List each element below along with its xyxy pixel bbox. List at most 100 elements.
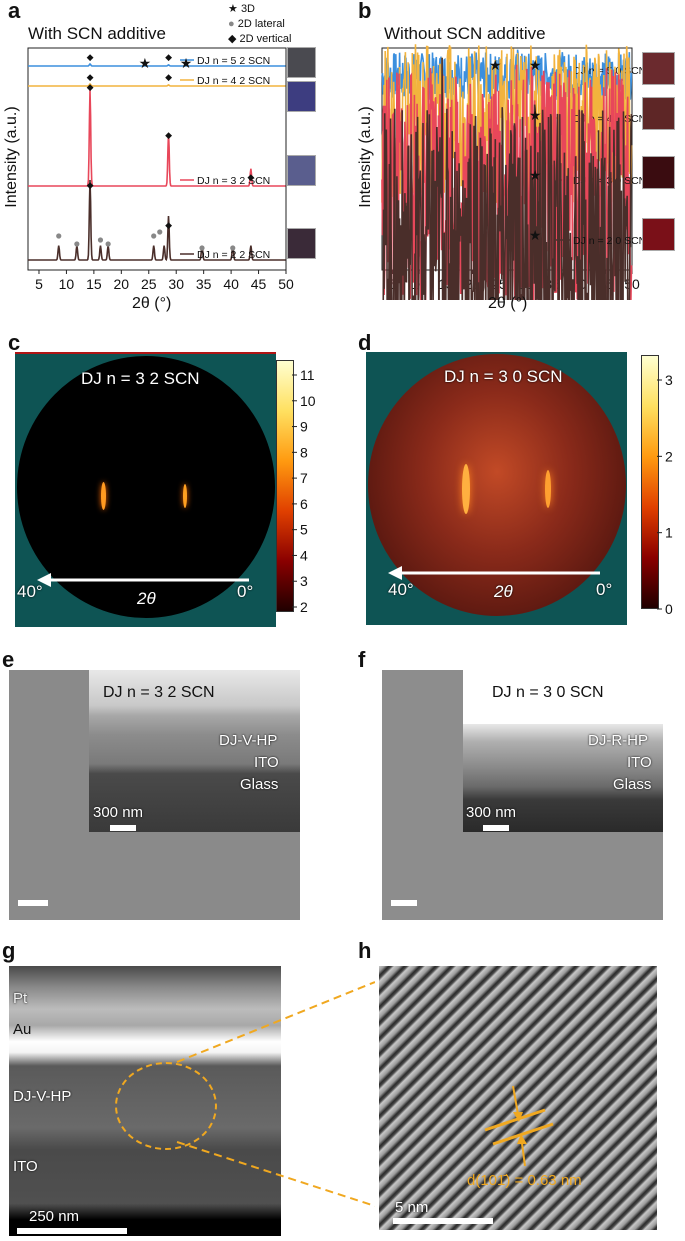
colorbar-c <box>276 360 294 612</box>
film-photo-b1 <box>642 52 675 85</box>
giwaxs-image-d: DJ n = 3 0 SCN 40° 0° 2θ <box>366 352 627 625</box>
scale-bar-h <box>393 1218 493 1224</box>
colorbar-tick-label: 2 <box>665 448 673 464</box>
panel-a-chart: 5 10 15 20 25 30 35 40 45 50 DJ n = 5 2 SCN DJ n = … <box>27 47 294 292</box>
layer-glass-f: Glass <box>613 776 652 793</box>
diffraction-spot-d2 <box>545 470 551 508</box>
star-marker: ★ <box>489 57 502 73</box>
film-photo-b3 <box>642 156 675 189</box>
legend-label: DJ n = 4 2 SCN <box>197 75 270 87</box>
colorbar-tick-label: 7 <box>300 470 308 486</box>
x-tick-label: 5 <box>389 276 397 292</box>
zoom-region-circle <box>115 1062 217 1150</box>
panel-letter-d: d <box>358 330 372 355</box>
inset-label-f: DJ n = 3 0 SCN <box>492 684 604 701</box>
panel-a-xlabel: 2θ (°) <box>132 295 172 312</box>
colorbar-c-ticks: 11 10 9 8 7 6 5 4 3 2 <box>292 367 316 615</box>
scale-bar-g <box>17 1228 127 1234</box>
legend-2d-vertical: 2D vertical <box>239 33 292 45</box>
x-tick-label: 20 <box>114 276 130 292</box>
scale-bar-e <box>18 900 48 906</box>
layer-ito-g: ITO <box>13 1158 38 1175</box>
lattice-annotation-h: d(101̄) = 0.63 nm <box>467 1172 582 1189</box>
series-line <box>28 89 286 187</box>
circle-marker <box>151 233 157 239</box>
plot-frame <box>27 47 287 271</box>
colorbar-tick-label: 8 <box>300 444 308 460</box>
colorbar-tick-label: 11 <box>300 367 315 383</box>
x-tick-label: 40 <box>223 276 239 292</box>
panel-a-legend: ★ 3D ● 2D lateral ◆ 2D vertical <box>228 2 292 47</box>
diamond-marker: ◆ <box>165 52 172 62</box>
legend-label: DJ n = 2 0 SCN <box>573 235 646 247</box>
angle-left-c: 40° <box>17 582 43 601</box>
colorbar-tick-label: 10 <box>300 393 316 409</box>
circle-marker <box>199 245 205 251</box>
x-tick-label: 45 <box>251 276 267 292</box>
layer-glass-e: Glass <box>240 776 279 793</box>
legend-3d: 3D <box>240 3 255 15</box>
diamond-marker: ◆ <box>247 172 254 182</box>
scale-bar-inset-f <box>483 825 509 831</box>
axis-2theta-d: 2θ <box>494 582 513 601</box>
panel-b-title: Without SCN additive <box>384 24 546 43</box>
legend-label: DJ n = 2 2 SCN <box>197 249 270 261</box>
film-photo-a4 <box>287 228 316 259</box>
scale-bar-f <box>391 900 417 906</box>
panel-letter-e: e <box>2 647 15 672</box>
sem-inset-f-img <box>463 724 663 832</box>
circle-marker <box>97 237 104 243</box>
diamond-marker: ◆ <box>165 130 172 140</box>
x-tick-label: 10 <box>59 276 75 292</box>
panel-b-ylabel: Intensity (a.u.) <box>357 106 374 208</box>
series-line <box>382 57 633 300</box>
film-photo-a2 <box>287 81 316 112</box>
panel-a-title: With SCN additive <box>28 24 166 43</box>
legend-label: DJ n = 5 2 SCN <box>197 55 270 67</box>
panel-letter-f: f <box>358 647 366 672</box>
colorbar-tick-label: 1 <box>665 525 673 541</box>
x-tick-label: 25 <box>141 276 157 292</box>
circle-marker <box>105 241 111 247</box>
panel-letter-a: a <box>8 0 21 23</box>
layer-djvhp-e: DJ-V-HP <box>219 732 278 749</box>
diffraction-spot-c2 <box>183 484 187 508</box>
x-tick-label: 35 <box>196 276 212 292</box>
layer-pt-g: Pt <box>13 990 28 1007</box>
colorbar-tick-label: 9 <box>300 419 308 435</box>
panel-b-xlabel: 2θ (°) <box>488 295 528 312</box>
panel-letter-c: c <box>8 330 21 355</box>
inset-label-e: DJ n = 3 2 SCN <box>103 684 215 701</box>
angle-right-d: 0° <box>596 580 613 599</box>
diamond-marker: ◆ <box>87 82 94 92</box>
series-line <box>28 179 286 262</box>
giwaxs-image-c: DJ n = 3 2 SCN 40° 0° 2θ <box>15 352 276 627</box>
star-marker: ★ <box>529 227 542 243</box>
arrow-2theta-c <box>37 573 249 587</box>
colorbar-d-ticks: 3 2 1 0 <box>657 372 673 617</box>
star-marker: ★ <box>529 107 542 123</box>
legend-2d-lateral: 2D lateral <box>237 18 285 30</box>
sem-image-f: DJ n = 3 0 SCN DJ-R-HP ITO Glass 300 nm <box>382 670 663 920</box>
colorbar-tick-label: 3 <box>665 372 673 388</box>
panel-letter-h: h <box>358 938 372 963</box>
film-photo-a3 <box>287 155 316 186</box>
film-photo-b2 <box>642 97 675 130</box>
diamond-marker: ◆ <box>165 72 172 82</box>
colorbar-tick-label: 5 <box>300 522 308 538</box>
colorbar-tick-label: 4 <box>300 547 308 563</box>
sem-inset-e <box>89 670 300 832</box>
x-tick-label: 30 <box>168 276 184 292</box>
series-line <box>28 82 286 87</box>
colorbar-tick-label: 3 <box>300 573 308 589</box>
star-marker: ★ <box>180 55 193 71</box>
colorbar-tick-label: 6 <box>300 496 308 512</box>
circle-marker <box>74 241 80 247</box>
circle-marker <box>56 233 62 239</box>
film-photo-a1 <box>287 47 316 78</box>
arrow-2theta-d <box>388 566 600 580</box>
angle-left-d: 40° <box>388 580 414 599</box>
colorbar-tick-label: 0 <box>665 601 673 617</box>
layer-djrhp-f: DJ-R-HP <box>588 732 648 749</box>
scale-label-g: 250 nm <box>29 1208 80 1225</box>
